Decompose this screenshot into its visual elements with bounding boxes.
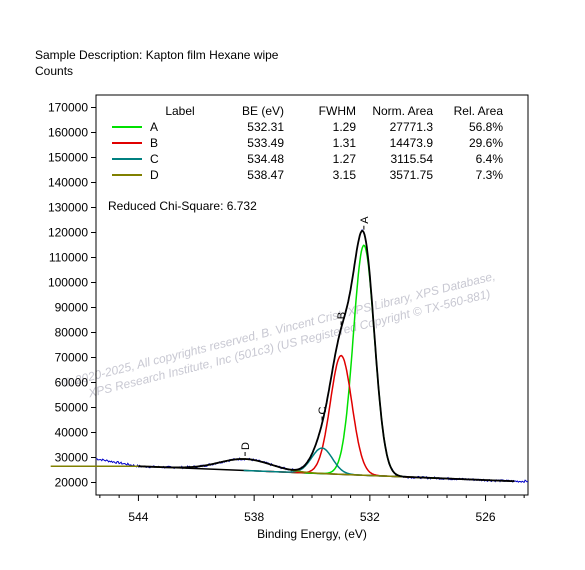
y-tick-label: 70000 bbox=[55, 351, 89, 365]
table-cell-fwhm: 1.27 bbox=[333, 152, 357, 166]
table-cell-rel: 6.4% bbox=[476, 152, 504, 166]
fit-envelope-line bbox=[138, 229, 515, 483]
table-cell-area: 3571.75 bbox=[390, 168, 434, 182]
y-tick-label: 160000 bbox=[48, 126, 88, 140]
y-tick-label: 130000 bbox=[48, 201, 88, 215]
y-tick-label: 100000 bbox=[48, 276, 88, 290]
table-cell-fwhm: 1.29 bbox=[333, 120, 357, 134]
peak-table: Label BE (eV) FWHM Norm. Area Rel. Area … bbox=[112, 104, 503, 182]
table-cell-be: 534.48 bbox=[247, 152, 284, 166]
copyright-watermark: © 2020-2025, All copyrights reserved, B.… bbox=[62, 269, 497, 401]
y-tick-label: 20000 bbox=[55, 476, 89, 490]
y-tick-label: 40000 bbox=[55, 426, 89, 440]
y-tick-label: 110000 bbox=[49, 251, 88, 265]
peak-a-curve bbox=[284, 244, 444, 480]
table-header-area: Norm. Area bbox=[372, 104, 433, 118]
x-tick-label: 532 bbox=[360, 510, 380, 524]
y-tick-label: 90000 bbox=[55, 301, 89, 315]
x-axis-title: Binding Energy, (eV) bbox=[257, 527, 367, 541]
table-cell-be: 533.49 bbox=[247, 136, 284, 150]
table-cell-area: 14473.9 bbox=[390, 136, 434, 150]
y-tick-label: 30000 bbox=[55, 451, 89, 465]
y-tick-label: 50000 bbox=[55, 401, 89, 415]
peak-labels: A B C D bbox=[240, 216, 371, 457]
y-tick-label: 120000 bbox=[48, 226, 88, 240]
table-cell-be: 532.31 bbox=[247, 120, 284, 134]
table-cell-label: D bbox=[150, 168, 159, 182]
y-axis-unit-label: Counts bbox=[35, 64, 73, 78]
peak-label-b: B bbox=[336, 312, 348, 319]
x-tick-label: 526 bbox=[476, 510, 496, 524]
watermark-line-2: XPS Research Institute, Inc (501c3) (US … bbox=[86, 287, 492, 401]
x-tick-label: 538 bbox=[244, 510, 264, 524]
table-header-rel: Rel. Area bbox=[454, 104, 504, 118]
table-header-fwhm: FWHM bbox=[319, 104, 356, 118]
x-axis: 544 538 532 526 bbox=[99, 495, 525, 524]
y-tick-label: 80000 bbox=[55, 326, 89, 340]
watermark-line-1: © 2020-2025, All copyrights reserved, B.… bbox=[62, 269, 497, 390]
peak-b-curve bbox=[260, 354, 422, 479]
y-tick-label: 60000 bbox=[55, 376, 89, 390]
table-rows: A 532.31 1.29 27771.3 56.8% B 533.49 1.31 14473.… bbox=[112, 120, 503, 182]
table-cell-be: 538.47 bbox=[247, 168, 284, 182]
fit-curves bbox=[50, 228, 528, 484]
table-header-label: Label bbox=[165, 104, 194, 118]
table-cell-area: 27771.3 bbox=[390, 120, 434, 134]
table-cell-rel: 56.8% bbox=[469, 120, 503, 134]
table-cell-label: A bbox=[150, 120, 158, 134]
table-header-be: BE (eV) bbox=[242, 104, 284, 118]
table-cell-fwhm: 1.31 bbox=[333, 136, 357, 150]
peak-label-a: A bbox=[359, 216, 371, 224]
table-cell-fwhm: 3.15 bbox=[333, 168, 357, 182]
y-axis: 20000 30000 40000 50000 60000 70000 80000 90000… bbox=[48, 101, 96, 490]
sample-description: Sample Description: Kapton film Hexane w… bbox=[35, 48, 279, 62]
table-cell-rel: 7.3% bbox=[476, 168, 504, 182]
table-cell-rel: 29.6% bbox=[469, 136, 503, 150]
y-tick-label: 140000 bbox=[48, 176, 88, 190]
table-cell-area: 3115.54 bbox=[391, 152, 434, 166]
chi-square: Reduced Chi-Square: 6.732 bbox=[108, 199, 257, 213]
table-cell-label: B bbox=[150, 136, 158, 150]
y-tick-label: 150000 bbox=[48, 151, 88, 165]
y-tick-label: 170000 bbox=[48, 101, 88, 115]
x-tick-label: 544 bbox=[128, 510, 148, 524]
peak-label-d: D bbox=[240, 442, 252, 450]
table-cell-label: C bbox=[150, 152, 159, 166]
peak-label-c: C bbox=[317, 406, 329, 414]
